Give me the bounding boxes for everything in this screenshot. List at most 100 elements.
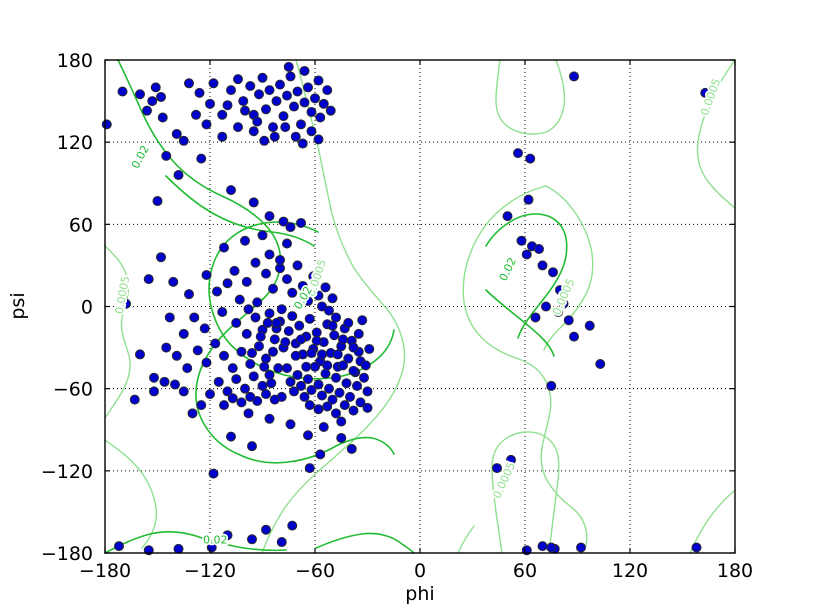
- scatter-point: [226, 431, 236, 442]
- scatter-point: [266, 378, 277, 389]
- scatter-point: [301, 361, 312, 372]
- scatter-point: [236, 397, 247, 408]
- scatter-point: [231, 374, 242, 385]
- scatter-point: [222, 278, 233, 289]
- contour-path-right-blob-0.0005: [462, 185, 588, 554]
- scatter-point: [231, 317, 242, 328]
- y-tick-label: 180: [57, 50, 93, 72]
- scatter-point: [283, 61, 294, 72]
- scatter-point: [346, 443, 357, 454]
- y-tick-label: 0: [81, 297, 93, 319]
- scatter-point: [303, 430, 313, 441]
- scatter-point: [282, 274, 292, 285]
- scatter-point: [264, 308, 275, 319]
- scatter-point: [173, 170, 184, 181]
- scatter-point: [199, 323, 210, 334]
- scatter-point: [537, 541, 548, 552]
- scatter-point: [210, 338, 221, 349]
- scatter-point: [362, 386, 373, 397]
- scatter-point: [240, 235, 250, 246]
- scatter-point: [101, 119, 112, 130]
- scatter-point: [584, 320, 595, 331]
- scatter-point: [299, 391, 310, 402]
- scatter-point: [213, 376, 224, 387]
- scatter-point: [247, 534, 257, 545]
- scatter-point: [248, 126, 259, 137]
- scatter-point: [292, 86, 303, 97]
- scatter-point: [303, 374, 313, 385]
- scatter-point: [278, 111, 289, 122]
- scatter-point: [261, 104, 271, 115]
- x-tick-label: 120: [612, 560, 648, 582]
- scatter-point: [259, 135, 270, 146]
- scatter-point: [248, 197, 259, 208]
- scatter-point: [318, 98, 329, 109]
- scatter-point: [217, 109, 228, 120]
- scatter-point: [264, 413, 275, 424]
- scatter-point: [217, 306, 228, 317]
- scatter-point: [229, 265, 240, 276]
- scatter-point: [546, 380, 557, 391]
- scatter-point: [348, 342, 359, 353]
- scatter-point: [222, 100, 233, 111]
- scatter-point: [322, 360, 333, 371]
- scatter-point: [161, 150, 172, 161]
- scatter-point: [331, 312, 341, 323]
- scatter-point: [311, 327, 322, 338]
- scatter-point: [306, 385, 317, 396]
- scatter-point: [296, 380, 306, 391]
- y-tick-label: 120: [57, 132, 93, 154]
- scatter-point: [261, 268, 271, 279]
- scatter-point: [219, 400, 229, 411]
- scatter-point: [352, 380, 362, 391]
- scatter-point: [238, 96, 249, 107]
- scatter-point: [325, 105, 336, 116]
- scatter-point: [259, 361, 270, 372]
- scatter-point: [171, 128, 182, 139]
- scatter-point: [555, 285, 565, 296]
- scatter-point: [296, 119, 306, 130]
- scatter-point: [282, 90, 292, 101]
- scatter-point: [285, 376, 296, 387]
- scatter-point: [271, 317, 282, 328]
- scatter-point: [336, 416, 347, 427]
- scatter-point: [114, 541, 124, 552]
- scatter-point: [317, 390, 327, 401]
- scatter-point: [205, 389, 215, 400]
- scatter-point: [285, 419, 296, 430]
- scatter-point: [327, 394, 338, 405]
- y-tick-label: −180: [41, 543, 93, 565]
- scatter-point: [254, 341, 264, 352]
- scatter-point: [317, 349, 327, 360]
- scatter-point: [240, 105, 250, 116]
- scatter-point: [322, 85, 333, 96]
- contour-level-0.0005: [104, 59, 736, 554]
- contour-path-right-blob-upper-0.0005: [543, 185, 594, 351]
- scatter-point: [147, 96, 158, 107]
- scatter-point: [315, 112, 326, 123]
- scatter-point: [189, 312, 200, 323]
- scatter-point: [290, 350, 301, 361]
- scatter-point: [184, 78, 194, 89]
- contour-path-right-edge-0.0005: [696, 59, 736, 209]
- scatter-point: [276, 537, 287, 548]
- scatter-point: [276, 304, 287, 315]
- scatter-point: [245, 391, 256, 402]
- scatter-point: [243, 408, 254, 419]
- scatter-point: [315, 449, 326, 460]
- scatter-point: [121, 298, 131, 309]
- scatter-point: [247, 441, 257, 452]
- scatter-point: [254, 89, 264, 100]
- scatter-point: [201, 119, 212, 130]
- scatter-point: [233, 122, 243, 133]
- scatter-point: [297, 280, 308, 291]
- scatter-point: [506, 454, 516, 465]
- scatter-point: [217, 131, 228, 142]
- scatter-point: [313, 290, 324, 301]
- scatter-point: [250, 312, 261, 323]
- scatter-point: [338, 334, 348, 345]
- scatter-point: [178, 135, 189, 146]
- y-tick-label: −120: [41, 461, 93, 483]
- scatter-point: [156, 91, 166, 102]
- scatter-point: [269, 131, 280, 142]
